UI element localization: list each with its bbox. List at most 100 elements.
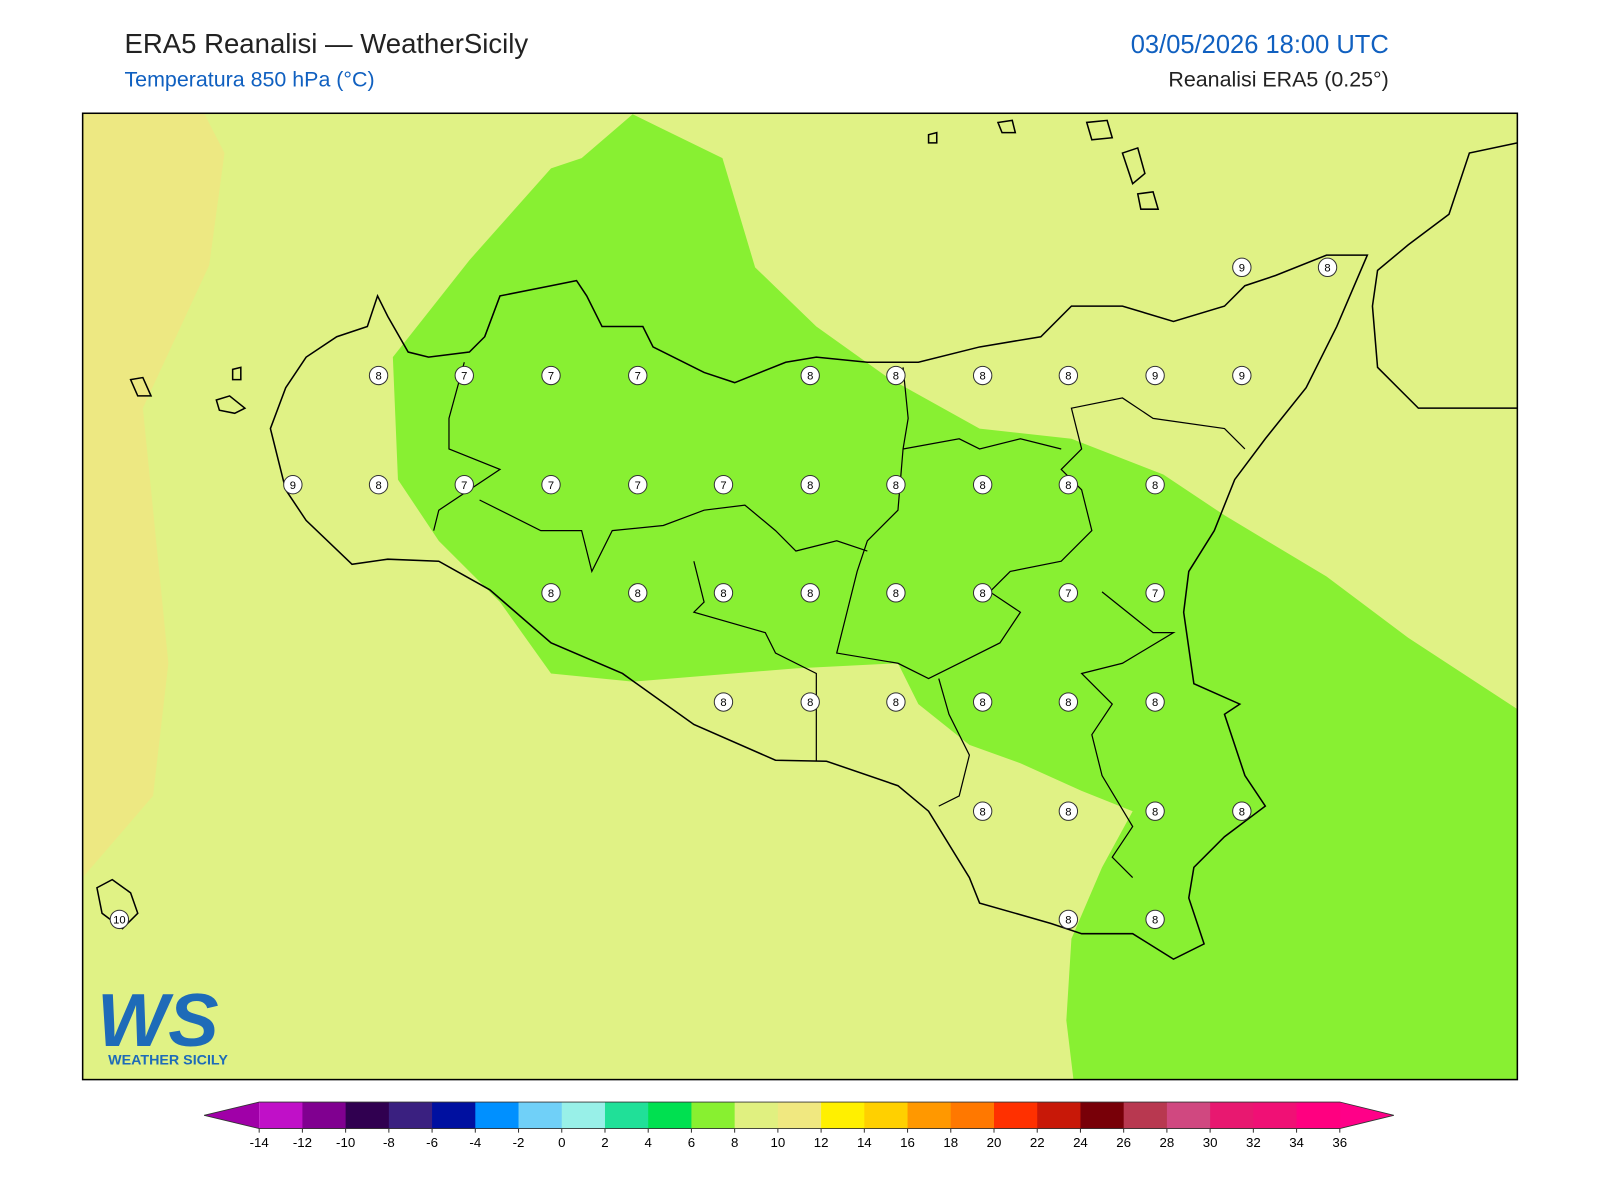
station-value: 8 (375, 371, 381, 383)
colorbar-tick-label: -6 (426, 1135, 438, 1150)
station-value: 8 (1152, 806, 1158, 818)
colorbar-segment (604, 1102, 649, 1129)
station-marker (1232, 801, 1252, 821)
colorbar-tick-label: -8 (383, 1135, 395, 1150)
coastline-sicily (269, 254, 1369, 961)
map-field (82, 113, 1518, 1080)
colorbar-tick-label: 2 (601, 1135, 608, 1150)
station-value: 8 (980, 371, 986, 383)
colorbar-tick-label: -10 (336, 1135, 355, 1150)
station-value: 8 (893, 480, 899, 492)
station-value: 8 (980, 806, 986, 818)
colorbar-segment (259, 1102, 303, 1129)
station-marker (109, 909, 130, 930)
island-ustica (927, 131, 938, 144)
station-marker (628, 583, 648, 603)
source: Reanalisi ERA5 (0.25°) (1168, 68, 1388, 92)
colorbar: -14 -12 -10 -8 -6 -4 -2 0 2 4 6 8 10 12 14 16 18 20 22 24 26… (203, 1101, 1394, 1150)
colorbar-tick-label: 20 (987, 1135, 1002, 1150)
colorbar-tick-label: 16 (900, 1135, 915, 1150)
station-value: 8 (1239, 806, 1245, 818)
province-borders (433, 295, 1246, 878)
island-egadi (129, 366, 247, 415)
colorbar-segment (1166, 1102, 1211, 1129)
colorbar-tick-label: -4 (469, 1135, 481, 1150)
station-marker (800, 475, 820, 495)
station-value: 8 (1152, 914, 1158, 926)
station-marker (1145, 909, 1165, 930)
station-marker (283, 475, 303, 495)
station-value: 8 (635, 588, 641, 600)
station-marker (1145, 583, 1165, 603)
station-value: 8 (980, 480, 986, 492)
station-value: 9 (1152, 371, 1158, 383)
colorbar-tick-label: 10 (771, 1135, 786, 1150)
station-marker (1058, 365, 1079, 386)
colorbar-tick-label: 0 (558, 1135, 565, 1150)
colorbar-tick-label: 6 (688, 1135, 695, 1150)
station-marker (1232, 257, 1252, 278)
colorbar-segment (1037, 1102, 1081, 1129)
station-value: 9 (1239, 371, 1245, 383)
stations: 9 8 8 7 7 7 8 8 8 8 9 9 9 8 7 7 7 7 8 8 8 8 8 8 8 8 8 8 8 7 7 8 8 8 8 8 8 8 8 8… (109, 257, 1338, 930)
station-marker (713, 475, 734, 495)
colorbar-segment (821, 1102, 865, 1129)
station-value: 7 (1152, 588, 1158, 600)
station-marker (1317, 257, 1338, 278)
colorbar-tick-label: -12 (293, 1135, 312, 1150)
colorbar-tick-label: 32 (1246, 1135, 1261, 1150)
datetime: 03/05/2026 18:00 UTC (1131, 31, 1389, 59)
station-marker (1145, 475, 1165, 495)
colorbar-tick-label: 12 (814, 1135, 829, 1150)
colorbar-segment (648, 1102, 692, 1129)
station-value: 7 (635, 371, 641, 383)
island-pantelleria (96, 878, 139, 930)
station-value: 8 (375, 480, 381, 492)
station-marker (541, 475, 561, 495)
station-value: 8 (807, 697, 813, 709)
station-value: 8 (1065, 480, 1071, 492)
colorbar-tick-label: 8 (731, 1135, 738, 1150)
station-marker (628, 365, 648, 386)
station-value: 7 (548, 371, 554, 383)
colorbar-tick-label: 34 (1289, 1135, 1304, 1150)
station-marker (1232, 365, 1252, 386)
station-marker (1058, 692, 1079, 712)
colorbar-segment (864, 1102, 909, 1129)
station-value: 10 (113, 914, 125, 926)
station-value: 8 (980, 588, 986, 600)
colorbar-segment (388, 1102, 433, 1129)
colorbar-segment (734, 1102, 779, 1129)
colorbar-tick-label: 30 (1203, 1135, 1218, 1150)
station-marker (454, 365, 474, 386)
colorbar-segment (777, 1102, 822, 1129)
colorbar-segment (1253, 1102, 1298, 1129)
station-marker (972, 583, 993, 603)
station-marker (800, 583, 820, 603)
station-marker (886, 365, 906, 386)
logo: WS WEATHER SICILY (97, 979, 228, 1068)
station-marker (886, 692, 906, 712)
colorbar-under (204, 1102, 260, 1129)
station-value: 8 (1065, 806, 1071, 818)
colorbar-tick-label: 18 (943, 1135, 958, 1150)
colorbar-segment (345, 1102, 390, 1129)
station-value: 8 (1065, 914, 1071, 926)
station-marker (972, 801, 993, 821)
colorbar-tick-label: 36 (1332, 1135, 1347, 1150)
colorbar-segment (691, 1102, 736, 1129)
colorbar-segment (302, 1102, 347, 1129)
colorbar-tick-label: -2 (513, 1135, 525, 1150)
station-value: 8 (1065, 371, 1071, 383)
station-value: 8 (1324, 262, 1330, 274)
colorbar-segment (1123, 1102, 1168, 1129)
station-marker (713, 692, 734, 712)
field-10-12 (82, 113, 225, 878)
station-marker (1058, 583, 1079, 603)
station-value: 7 (1065, 588, 1071, 600)
station-value: 8 (893, 588, 899, 600)
station-marker (1058, 909, 1079, 930)
island-eolie (996, 119, 1160, 210)
coastline-calabria (1371, 142, 1518, 409)
colorbar-segment (994, 1102, 1038, 1129)
